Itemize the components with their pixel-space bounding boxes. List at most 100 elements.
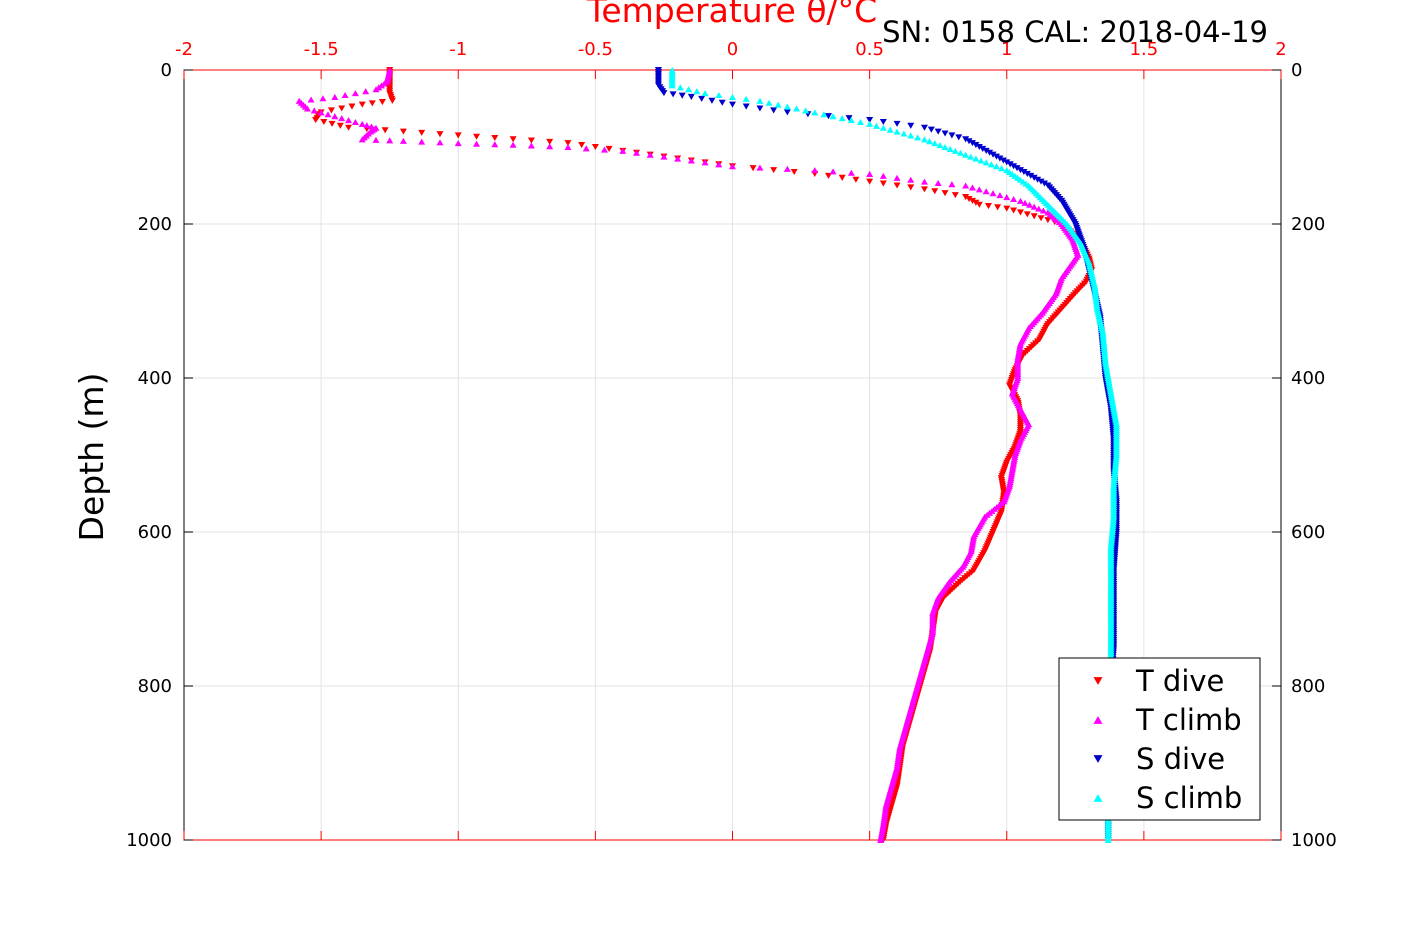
data-point	[1016, 209, 1024, 216]
data-point	[866, 170, 874, 177]
data-point	[866, 178, 874, 185]
legend-marker	[1093, 716, 1103, 724]
data-point	[715, 161, 723, 168]
data-point	[473, 140, 481, 147]
data-point	[920, 124, 928, 131]
data-point	[715, 91, 723, 99]
data-point	[765, 99, 773, 106]
y-tick-label-left: 0	[161, 60, 172, 81]
data-point	[331, 113, 339, 120]
data-point	[527, 137, 535, 144]
data-point	[601, 146, 609, 153]
y-tick-label-right: 800	[1291, 676, 1325, 697]
data-point	[948, 181, 956, 188]
data-point	[307, 96, 315, 103]
data-point	[879, 124, 887, 131]
x-tick-label: -0.5	[578, 39, 613, 60]
x-tick-label: 2	[1275, 39, 1286, 60]
data-point	[729, 93, 736, 100]
data-point	[742, 103, 750, 110]
data-point	[920, 178, 928, 185]
x-tick-label: 1	[1001, 39, 1012, 60]
data-point	[977, 157, 985, 164]
data-point	[372, 136, 380, 143]
series-t-dive	[312, 66, 1096, 844]
data-point	[965, 195, 973, 203]
data-point	[907, 122, 915, 129]
data-point	[931, 140, 939, 147]
data-point	[1027, 172, 1035, 179]
data-point	[920, 186, 928, 193]
data-point	[872, 122, 880, 129]
data-point	[856, 118, 864, 126]
y-tick-label-right: 0	[1291, 60, 1302, 81]
y-tick-label-left: 400	[138, 368, 172, 389]
data-point	[979, 145, 987, 152]
data-point	[1034, 176, 1042, 183]
data-point	[811, 109, 819, 116]
data-point	[1030, 174, 1038, 181]
data-point	[1016, 167, 1024, 174]
y-tick-label-right: 200	[1291, 214, 1325, 235]
data-point	[378, 99, 386, 106]
data-point	[941, 190, 949, 197]
data-point	[1003, 194, 1011, 201]
data-point	[975, 143, 983, 151]
y-tick-label-left: 1000	[126, 830, 172, 851]
data-point	[319, 95, 327, 102]
data-point	[1037, 215, 1045, 222]
legend-label: T climb	[1135, 703, 1242, 737]
legend-label: S dive	[1136, 742, 1225, 776]
data-point	[989, 151, 997, 158]
data-point	[824, 113, 832, 120]
data-point	[591, 143, 599, 151]
data-point	[783, 109, 791, 116]
data-point	[351, 118, 359, 126]
data-point	[1039, 207, 1047, 214]
series-s-dive	[654, 66, 1120, 844]
data-point	[1104, 836, 1112, 844]
data-point	[934, 179, 942, 186]
data-point	[829, 168, 837, 175]
data-point	[879, 172, 887, 179]
data-point	[920, 136, 928, 143]
data-point	[660, 153, 668, 160]
data-point	[879, 180, 887, 187]
data-point	[962, 194, 970, 201]
data-point	[381, 127, 389, 134]
data-point	[327, 107, 335, 114]
data-point	[687, 157, 695, 164]
data-point	[829, 113, 837, 120]
data-point	[368, 100, 376, 107]
data-point	[893, 128, 901, 135]
data-point	[338, 105, 346, 112]
data-point	[491, 141, 499, 148]
y-tick-label-left: 200	[138, 214, 172, 235]
data-point	[955, 134, 963, 141]
data-point	[362, 88, 370, 95]
data-point	[348, 103, 356, 110]
data-point	[1013, 165, 1021, 172]
data-point	[578, 142, 586, 149]
data-point	[619, 147, 627, 154]
data-point	[893, 120, 901, 127]
data-point	[509, 141, 517, 148]
series-t-climb	[295, 66, 1082, 844]
data-point	[968, 140, 976, 147]
data-point	[1003, 159, 1011, 166]
data-point	[982, 159, 990, 166]
data-point	[729, 101, 736, 108]
data-point	[936, 142, 944, 149]
data-point	[975, 201, 983, 208]
data-point	[907, 184, 915, 191]
legend-label: T dive	[1135, 664, 1224, 698]
data-point	[310, 107, 318, 114]
data-point	[386, 137, 394, 144]
data-point	[989, 190, 997, 197]
data-point	[660, 90, 668, 97]
data-point	[1040, 180, 1048, 187]
data-point	[1003, 205, 1011, 212]
data-point	[927, 126, 935, 133]
data-point	[998, 165, 1006, 172]
